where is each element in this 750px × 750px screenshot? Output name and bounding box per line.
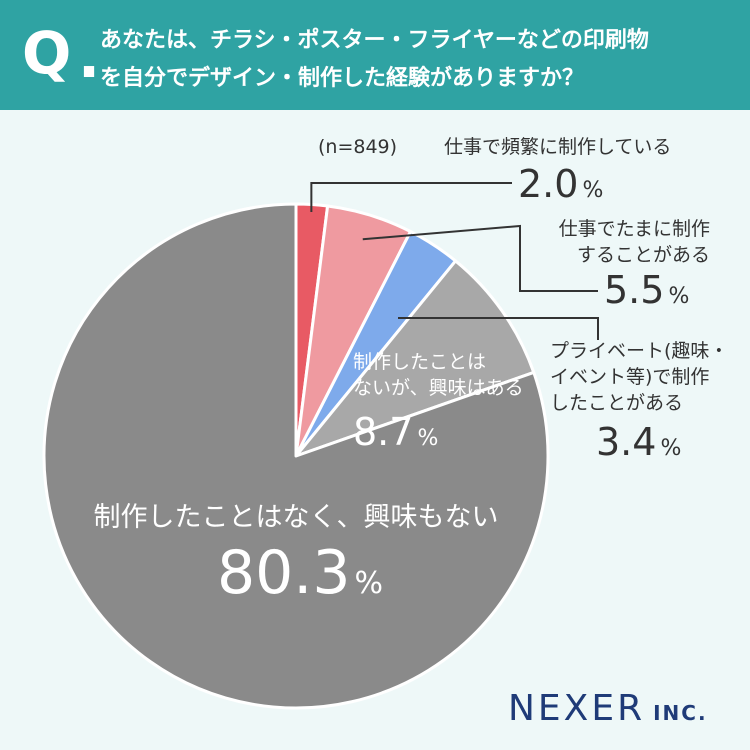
label-private-3: したことがある — [550, 392, 683, 414]
pie-slice-not-interested — [42, 202, 550, 710]
value-often: 2.0% — [518, 162, 603, 206]
q-dot: . — [78, 23, 101, 91]
label-sometimes-1: 仕事でたまに制作 — [559, 218, 710, 240]
company-logo: NEXER INC. — [508, 688, 708, 729]
value-interested: 8.7% — [353, 410, 438, 454]
pie-slice-interested — [294, 259, 536, 458]
value-sometimes: 5.5% — [604, 268, 689, 312]
question-text-line1: あなたは、チラシ・ポスター・フライヤーなどの印刷物 — [100, 28, 649, 53]
leader-line-often — [310, 182, 512, 213]
leader-line-sometimes — [362, 224, 598, 292]
label-not-interested: 制作したことはなく、興味もない — [94, 502, 499, 533]
sample-size-label: (n=849) — [318, 136, 397, 158]
question-banner: Q . あなたは、チラシ・ポスター・フライヤーなどの印刷物 を自分でデザイン・制… — [0, 0, 750, 110]
label-sometimes-2: することがある — [577, 244, 710, 266]
value-not-interested: 80.3% — [217, 538, 383, 608]
label-private-1: プライベート(趣味・ — [550, 340, 728, 362]
logo-sub-text: INC. — [653, 701, 708, 725]
value-private: 3.4% — [596, 420, 681, 464]
q-mark: Q — [22, 19, 71, 87]
label-interested-2: ないが、興味はある — [353, 377, 524, 399]
logo-main-text: NEXER — [508, 688, 646, 729]
label-interested-1: 制作したことは — [353, 351, 486, 373]
label-private-2: イベント等)で制作 — [550, 366, 709, 388]
leader-line-private — [398, 317, 599, 340]
question-text-line2: を自分でデザイン・制作した経験がありますか？ — [100, 66, 585, 91]
label-often: 仕事で頻繁に制作している — [444, 136, 671, 158]
